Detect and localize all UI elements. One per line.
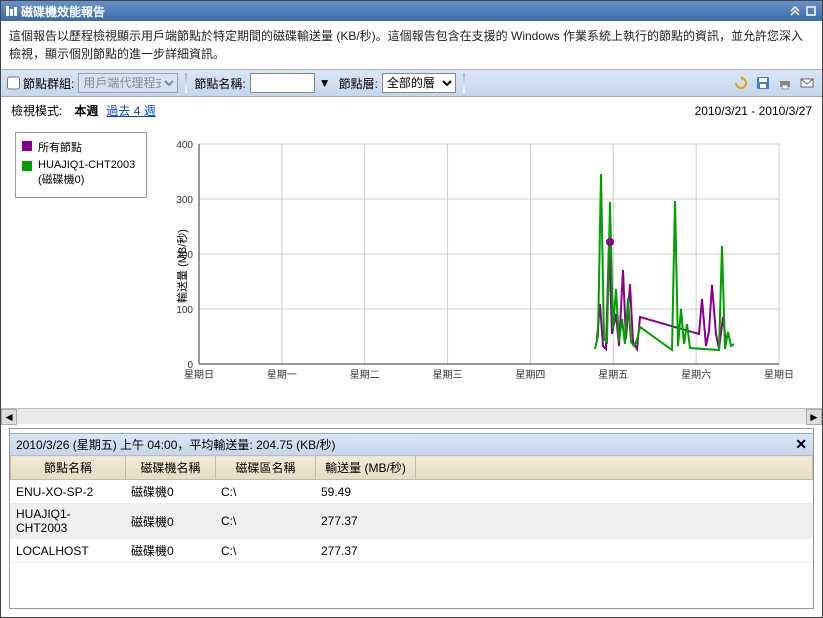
restore-icon[interactable]	[804, 4, 818, 18]
svg-text:星期五: 星期五	[598, 369, 628, 381]
node-group-label: 節點群組:	[23, 75, 74, 92]
chart-area: 所有節點 HUAJIQ1-CHT2003 (磁碟機0) 輸送量 (MB/秒) 0…	[1, 124, 822, 408]
column-header[interactable]: 磁碟區名稱	[216, 456, 316, 480]
titlebar: 磁碟機效能報告	[1, 1, 822, 21]
toolbar-separator	[463, 73, 465, 93]
chart-svg: 0100200300400星期日星期一星期二星期三星期四星期五星期六星期日	[159, 124, 799, 392]
report-description: 這個報告以歷程檢視顯示用戶端節點於特定期間的磁碟輸送量 (KB/秒)。這個報告包…	[1, 21, 822, 69]
report-window: 磁碟機效能報告 這個報告以歷程檢視顯示用戶端節點於特定期間的磁碟輸送量 (KB/…	[0, 0, 823, 618]
node-name-input[interactable]	[250, 73, 315, 93]
node-group-checkbox[interactable]	[7, 73, 20, 93]
table-row[interactable]: LOCALHOST磁碟機0C:\277.37	[10, 539, 813, 563]
node-group-select: 用戶端代理程式	[78, 73, 178, 93]
toolbar-separator	[185, 73, 187, 93]
node-name-label: 節點名稱:	[194, 75, 245, 92]
scroll-right-icon[interactable]: ►	[806, 409, 822, 425]
svg-text:星期六: 星期六	[681, 369, 711, 381]
app-icon	[5, 5, 17, 17]
refresh-icon[interactable]	[732, 74, 750, 92]
email-icon[interactable]	[798, 74, 816, 92]
chart-plot: 輸送量 (MB/秒) 0100200300400星期日星期一星期二星期三星期四星…	[159, 124, 812, 408]
window-title: 磁碟機效能報告	[21, 3, 105, 20]
maximize-icon[interactable]	[788, 4, 802, 18]
view-mode-bar: 檢視模式: 本週 過去 4 週 2010/3/21 - 2010/3/27	[1, 97, 822, 124]
legend-label: 所有節點	[38, 139, 82, 155]
svg-text:星期四: 星期四	[515, 369, 545, 381]
svg-text:星期日: 星期日	[764, 369, 794, 381]
y-axis-label: 輸送量 (MB/秒)	[174, 229, 190, 303]
detail-table: 節點名稱磁碟機名稱磁碟區名稱輸送量 (MB/秒)	[10, 455, 813, 480]
table-row[interactable]: ENU-XO-SP-2磁碟機0C:\59.49	[10, 480, 813, 504]
close-icon[interactable]: ✕	[795, 436, 807, 453]
svg-text:星期二: 星期二	[350, 369, 380, 381]
legend-item: HUAJIQ1-CHT2003 (磁碟機0)	[22, 159, 140, 187]
svg-text:星期三: 星期三	[433, 369, 463, 381]
column-header[interactable]: 磁碟機名稱	[126, 456, 216, 480]
node-group-field: 節點群組:	[7, 73, 74, 93]
chart-scrollbar[interactable]: ◄ ►	[1, 408, 822, 424]
column-header[interactable]: 節點名稱	[11, 456, 126, 480]
print-icon[interactable]	[776, 74, 794, 92]
chart-legend: 所有節點 HUAJIQ1-CHT2003 (磁碟機0)	[15, 132, 147, 198]
svg-text:星期日: 星期日	[184, 369, 214, 381]
detail-table-body: ENU-XO-SP-2磁碟機0C:\59.49HUAJIQ1-CHT2003磁碟…	[10, 480, 813, 563]
svg-text:400: 400	[176, 140, 193, 151]
detail-header: 2010/3/26 (星期五) 上午 04:00，平均輸送量: 204.75 (…	[10, 433, 813, 455]
svg-text:100: 100	[176, 305, 193, 316]
scroll-track[interactable]	[17, 409, 806, 424]
view-mode-label: 檢視模式:	[11, 102, 62, 119]
legend-item: 所有節點	[22, 139, 140, 155]
column-header[interactable]: 輸送量 (MB/秒)	[316, 456, 416, 480]
view-mode-link[interactable]: 過去 4 週	[106, 102, 155, 119]
date-range: 2010/3/21 - 2010/3/27	[695, 104, 812, 118]
legend-swatch	[22, 161, 32, 171]
svg-text:星期一: 星期一	[267, 369, 297, 381]
svg-text:300: 300	[176, 195, 193, 206]
scroll-left-icon[interactable]: ◄	[1, 409, 17, 425]
save-icon[interactable]	[754, 74, 772, 92]
node-tier-select[interactable]: 全部的層	[382, 73, 456, 93]
table-row[interactable]: HUAJIQ1-CHT2003磁碟機0C:\277.37	[10, 504, 813, 539]
detail-panel: 2010/3/26 (星期五) 上午 04:00，平均輸送量: 204.75 (…	[9, 428, 814, 609]
view-mode-current: 本週	[74, 102, 98, 119]
legend-label: HUAJIQ1-CHT2003 (磁碟機0)	[38, 159, 140, 187]
filter-toolbar: 節點群組: 用戶端代理程式 節點名稱: ▼ 節點層: 全部的層	[1, 69, 822, 97]
detail-header-text: 2010/3/26 (星期五) 上午 04:00，平均輸送量: 204.75 (…	[16, 436, 335, 453]
table-header-row: 節點名稱磁碟機名稱磁碟區名稱輸送量 (MB/秒)	[11, 456, 813, 480]
legend-swatch	[22, 141, 32, 151]
dropdown-icon[interactable]: ▼	[319, 76, 331, 90]
node-tier-label: 節點層:	[339, 75, 378, 92]
